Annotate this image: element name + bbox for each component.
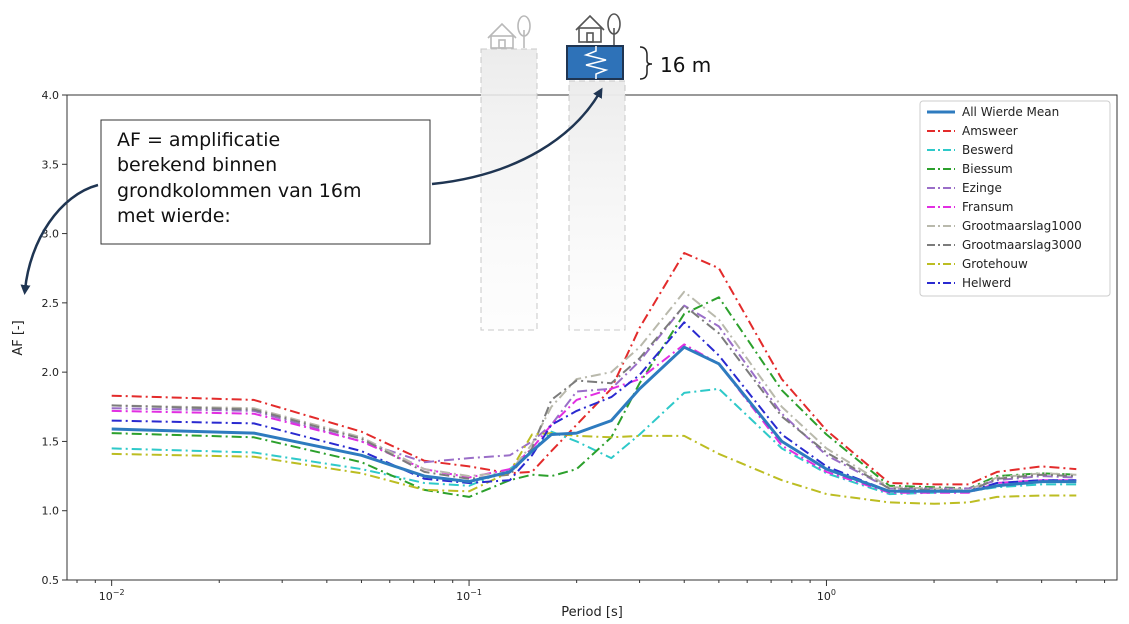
series-lines bbox=[111, 252, 1077, 505]
soil-column-left bbox=[480, 48, 538, 331]
legend-label: Ezinge bbox=[962, 181, 1002, 195]
soil-column-right bbox=[568, 80, 626, 331]
y-tick-label: 1.5 bbox=[42, 435, 60, 448]
tree-icon bbox=[517, 15, 531, 48]
legend-label: All Wierde Mean bbox=[962, 105, 1059, 119]
legend-label: Grootmaarslag3000 bbox=[962, 238, 1082, 252]
x-tick-label: 10−1 bbox=[456, 588, 482, 603]
legend-label: Beswerd bbox=[962, 143, 1013, 157]
y-tick-label: 2.5 bbox=[42, 297, 60, 310]
spring-icon bbox=[583, 46, 609, 79]
soil-columns: 16 m bbox=[480, 13, 711, 331]
series-line-grootmaarslag1000 bbox=[111, 290, 1077, 491]
series-line-ezinge bbox=[111, 304, 1077, 490]
series-line-biessum bbox=[111, 296, 1077, 498]
x-tick-label: 100 bbox=[817, 588, 836, 603]
series-line-grootmaarslag3000 bbox=[111, 304, 1077, 493]
legend-label: Helwerd bbox=[962, 276, 1011, 290]
series-line-all-wierde-mean bbox=[111, 345, 1077, 493]
legend-label: Amsweer bbox=[962, 124, 1018, 138]
house-icon bbox=[487, 22, 517, 49]
legend-label: Grootmaarslag1000 bbox=[962, 219, 1082, 233]
legend-label: Fransum bbox=[962, 200, 1013, 214]
series-line-fransum bbox=[111, 343, 1077, 494]
y-tick-label: 3.5 bbox=[42, 158, 60, 171]
legend: All Wierde Mean Amsweer Beswerd Biessum Ezin… bbox=[919, 100, 1111, 297]
depth-label: 16 m bbox=[660, 53, 711, 77]
series-line-grotehouw bbox=[111, 432, 1077, 505]
house-icon bbox=[575, 14, 605, 43]
y-tick-label: 3.0 bbox=[42, 228, 60, 241]
callout: AF = amplificatie berekend binnen grondk… bbox=[20, 87, 603, 295]
y-axis-title: AF [-] bbox=[11, 320, 26, 355]
series-line-beswerd bbox=[111, 387, 1077, 496]
legend-label: Grotehouw bbox=[962, 257, 1028, 271]
legend-label: Biessum bbox=[962, 162, 1013, 176]
callout-box bbox=[100, 119, 431, 245]
tree-icon bbox=[607, 13, 621, 45]
callout-line-3: grondkolommen van 16m bbox=[117, 180, 361, 202]
x-axis-title: Period [s] bbox=[561, 605, 623, 620]
depth-bracket bbox=[639, 46, 653, 80]
y-tick-label: 2.0 bbox=[42, 366, 60, 379]
x-tick-label: 10−2 bbox=[99, 588, 125, 603]
series-line-amsweer bbox=[111, 252, 1077, 486]
callout-line-2: berekend binnen bbox=[117, 154, 277, 176]
x-axis-ticks: 10−2 10−1 100 bbox=[76, 580, 1106, 603]
y-tick-label: 1.0 bbox=[42, 505, 60, 518]
callout-line-1: AF = amplificatie bbox=[117, 129, 280, 151]
y-axis-ticks: 0.5 1.0 1.5 2.0 2.5 3.0 3.5 4.0 bbox=[42, 89, 67, 587]
legend-box bbox=[919, 100, 1111, 297]
y-tick-label: 4.0 bbox=[42, 89, 60, 102]
y-tick-label: 0.5 bbox=[42, 574, 60, 587]
callout-arrow-left bbox=[20, 183, 99, 295]
wierde-block bbox=[566, 45, 624, 80]
callout-arrow-right bbox=[431, 87, 603, 186]
callout-line-4: met wierde: bbox=[117, 205, 231, 227]
